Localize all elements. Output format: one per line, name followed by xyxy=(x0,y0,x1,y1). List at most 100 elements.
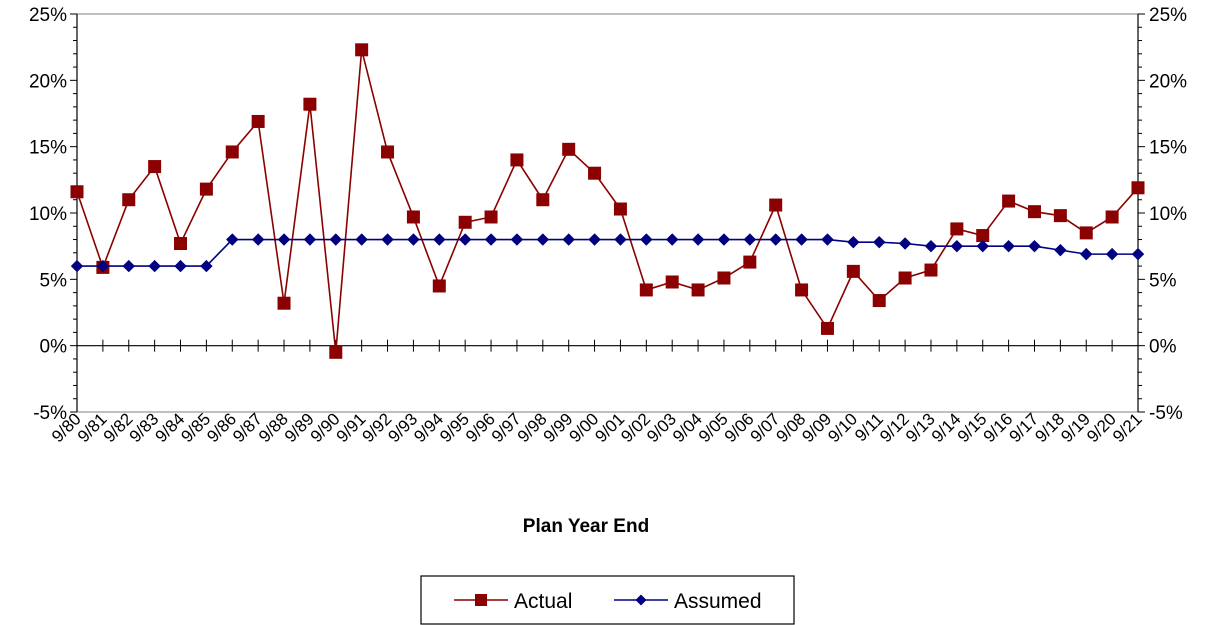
data-point-assumed xyxy=(1080,247,1093,261)
data-point-assumed xyxy=(122,259,135,273)
y-tick-label-right: 5% xyxy=(1149,270,1177,291)
y-axis-left: -5% 0% 5% 10% 15% 20% 25% xyxy=(29,5,78,424)
data-point-assumed xyxy=(614,233,627,246)
data-point-actual xyxy=(536,193,550,207)
legend-marker-diamond xyxy=(635,594,647,606)
data-point-assumed xyxy=(769,233,782,246)
data-point-actual xyxy=(70,185,84,199)
data-point-actual xyxy=(717,271,731,285)
data-point-assumed xyxy=(847,235,860,249)
legend-item-actual: Actual xyxy=(454,590,572,613)
y-tick-label-left: 15% xyxy=(29,138,67,159)
y-tick-label-right: 20% xyxy=(1149,71,1187,92)
y-tick-label-left: 10% xyxy=(29,204,67,225)
data-point-actual xyxy=(432,279,446,293)
data-point-actual xyxy=(329,345,343,359)
series-layer xyxy=(70,43,1145,359)
data-point-assumed xyxy=(588,233,601,246)
y-tick-label-left: 5% xyxy=(40,270,68,291)
data-point-actual xyxy=(122,193,136,207)
y-axis-right: -5% 0% 5% 10% 15% 20% 25% xyxy=(1137,5,1187,424)
plot-border xyxy=(76,13,1139,413)
data-point-assumed xyxy=(640,233,653,246)
data-point-actual xyxy=(924,263,938,277)
data-point-assumed xyxy=(226,233,239,246)
data-point-actual xyxy=(743,255,757,269)
data-point-actual xyxy=(588,166,602,180)
data-point-actual xyxy=(613,202,627,216)
data-point-assumed xyxy=(1028,239,1041,253)
data-point-assumed xyxy=(458,233,472,246)
data-point-actual xyxy=(562,142,576,156)
y-tick-label-right: -5% xyxy=(1149,403,1183,424)
data-point-assumed xyxy=(898,237,912,250)
data-point-actual xyxy=(665,275,679,289)
data-point-assumed xyxy=(1131,247,1145,261)
data-point-actual xyxy=(484,210,498,224)
y-tick-label-right: 25% xyxy=(1149,5,1187,26)
data-point-actual xyxy=(1027,205,1041,219)
data-point-actual xyxy=(1053,209,1067,223)
data-point-assumed xyxy=(976,239,989,253)
data-point-assumed xyxy=(303,233,317,246)
data-point-assumed xyxy=(433,233,446,246)
data-point-assumed xyxy=(407,233,420,246)
y-tick-label-right: 15% xyxy=(1149,138,1187,159)
data-point-actual xyxy=(174,237,188,251)
data-point-assumed xyxy=(355,233,368,246)
data-point-assumed xyxy=(717,233,731,246)
data-point-actual xyxy=(1105,210,1119,224)
data-point-actual xyxy=(381,145,395,159)
y-tick-label-right: 0% xyxy=(1149,337,1177,358)
data-point-actual xyxy=(1131,181,1145,195)
data-point-actual xyxy=(225,145,239,159)
y-tick-label-right: 10% xyxy=(1149,204,1187,225)
data-point-assumed xyxy=(924,239,938,253)
x-axis-title: Plan Year End xyxy=(523,516,649,537)
x-tick-label: 9/21 xyxy=(1109,409,1146,446)
data-point-assumed xyxy=(510,233,524,246)
x-axis: 9/809/819/829/839/849/859/869/879/889/89… xyxy=(48,339,1146,446)
data-point-assumed xyxy=(200,259,213,273)
data-point-actual xyxy=(251,114,265,128)
y-tick-label-left: 25% xyxy=(29,5,67,26)
data-point-assumed xyxy=(691,233,705,246)
data-point-actual xyxy=(795,283,809,297)
series-assumed xyxy=(70,233,1145,273)
data-point-assumed xyxy=(536,233,550,246)
legend-label: Actual xyxy=(514,590,572,613)
data-point-actual xyxy=(769,198,783,212)
data-point-assumed xyxy=(821,233,834,246)
data-point-assumed xyxy=(1054,243,1067,257)
legend-label: Assumed xyxy=(674,590,762,613)
data-point-assumed xyxy=(795,233,808,246)
data-point-actual xyxy=(355,43,369,57)
y-tick-label-left: 20% xyxy=(29,71,67,92)
data-point-actual xyxy=(872,294,886,308)
data-point-actual xyxy=(846,264,860,278)
data-point-actual xyxy=(303,97,317,111)
data-point-assumed xyxy=(329,233,342,246)
data-point-actual xyxy=(277,296,291,310)
data-point-actual xyxy=(639,283,653,297)
data-point-actual xyxy=(820,321,834,335)
data-point-assumed xyxy=(562,233,575,246)
data-point-assumed xyxy=(174,259,187,273)
data-point-actual xyxy=(950,222,964,236)
data-point-assumed xyxy=(381,233,394,246)
plot-area xyxy=(76,13,1139,413)
y-tick-label-left: -5% xyxy=(33,403,67,424)
data-point-actual xyxy=(976,229,990,243)
data-point-actual xyxy=(510,153,524,167)
data-point-assumed xyxy=(873,235,886,249)
legend-marker-square xyxy=(475,594,487,606)
series-line-assumed xyxy=(77,238,1138,267)
data-point-assumed xyxy=(277,233,291,246)
data-point-actual xyxy=(406,210,420,224)
legend-item-assumed: Assumed xyxy=(614,590,762,613)
data-point-actual xyxy=(148,160,162,174)
data-point-actual xyxy=(691,283,705,297)
data-point-actual xyxy=(1079,226,1093,240)
data-point-assumed xyxy=(96,259,110,273)
